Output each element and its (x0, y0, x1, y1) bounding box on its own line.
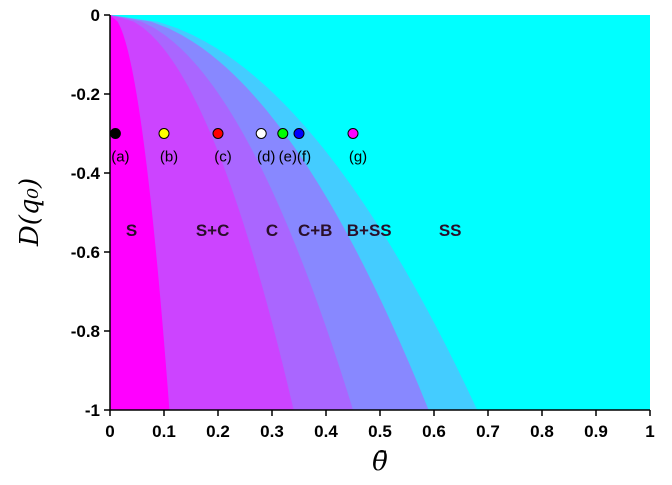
x-tick-label: 1 (645, 422, 654, 441)
data-point (109, 128, 121, 139)
data-point (293, 128, 305, 139)
region-s (110, 15, 170, 410)
y-tick-label: -1 (85, 401, 100, 420)
x-tick-label: 0.6 (422, 422, 446, 441)
data-point-label: (g) (349, 149, 367, 166)
y-tick-label: -0.6 (71, 243, 100, 262)
x-axis-label: θ̄ (372, 447, 388, 477)
region-label: C (266, 221, 278, 240)
x-tick-label: 0.9 (584, 422, 608, 441)
y-tick-label: -0.2 (71, 85, 100, 104)
data-point (277, 128, 289, 139)
x-tick-label: 0.3 (260, 422, 284, 441)
data-point (347, 128, 359, 139)
data-points: (a) (b) (c) (d) (e) (f) (g) (109, 128, 367, 166)
y-tick-label: -0.4 (71, 164, 101, 183)
y-tick-label: 0 (91, 6, 100, 25)
region-label: SS (439, 221, 462, 240)
data-point-label: (f) (297, 149, 311, 166)
phase-regions (110, 15, 650, 410)
region-label: S (126, 221, 137, 240)
data-point-label: (c) (214, 149, 232, 166)
x-tick-label: 0.1 (152, 422, 176, 441)
data-point (158, 128, 170, 139)
region-label: S+C (196, 221, 230, 240)
y-tick-label: -0.8 (71, 322, 100, 341)
x-tick-label: 0.2 (206, 422, 230, 441)
x-tick-label: 0 (105, 422, 114, 441)
region-label: C+B (298, 221, 332, 240)
x-tick-label: 0.7 (476, 422, 500, 441)
data-point (212, 128, 224, 139)
data-point-label: (a) (111, 149, 129, 166)
x-tick-label: 0.8 (530, 422, 554, 441)
y-axis-label: D(q₀) (15, 178, 45, 247)
region-labels: S S+C C C+B B+SS SS (126, 221, 462, 240)
x-tick-label: 0.5 (368, 422, 392, 441)
data-point-label: (d) (257, 149, 275, 166)
data-point (255, 128, 267, 139)
data-point-label: (e) (279, 149, 297, 166)
x-tick-label: 0.4 (314, 422, 338, 441)
data-point-label: (b) (160, 149, 178, 166)
ticks: 0 0.1 0.2 0.3 0.4 0.5 0.6 0.7 0.8 0.9 1 0 -0.2 -0.4 -0… (71, 6, 655, 441)
region-label: B+SS (347, 221, 392, 240)
